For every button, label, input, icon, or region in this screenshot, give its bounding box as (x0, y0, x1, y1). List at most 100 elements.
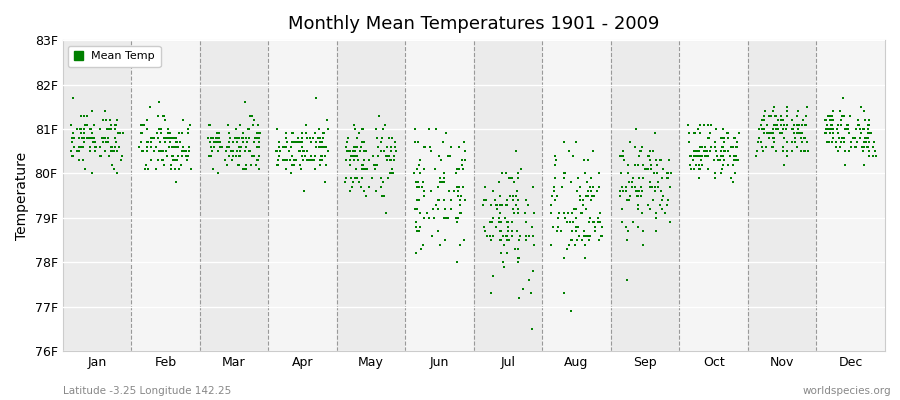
Point (230, 148, 244, 154)
Point (526, 268, 540, 274)
Point (509, 188, 524, 194)
Point (410, 166, 425, 172)
Point (775, 130, 789, 137)
Point (277, 157, 292, 163)
Point (454, 197, 468, 203)
Point (339, 148, 354, 154)
Point (785, 126, 799, 132)
Point (175, 130, 189, 137)
Point (580, 157, 595, 163)
Point (761, 135, 776, 141)
Point (589, 228, 603, 234)
Point (276, 144, 291, 150)
Point (849, 144, 863, 150)
Point (88, 144, 103, 150)
Point (758, 108, 772, 114)
Point (437, 215, 452, 221)
Point (850, 121, 865, 128)
Point (436, 215, 451, 221)
Point (715, 135, 729, 141)
Point (721, 130, 735, 137)
Point (235, 135, 249, 141)
Point (156, 148, 170, 154)
Point (655, 175, 670, 181)
Point (519, 197, 534, 203)
Point (286, 139, 301, 146)
Point (728, 157, 742, 163)
Point (499, 170, 513, 177)
Point (823, 130, 837, 137)
Point (710, 152, 724, 159)
Point (320, 144, 334, 150)
Point (757, 126, 771, 132)
Point (556, 210, 571, 216)
Point (412, 210, 427, 216)
Point (178, 148, 193, 154)
Point (423, 144, 437, 150)
Point (453, 241, 467, 248)
Point (206, 135, 220, 141)
Point (683, 152, 698, 159)
Point (766, 144, 780, 150)
Point (776, 126, 790, 132)
Point (860, 144, 875, 150)
Point (386, 152, 400, 159)
Point (223, 148, 238, 154)
Point (346, 121, 361, 128)
Point (525, 224, 539, 230)
Point (795, 139, 809, 146)
Point (551, 224, 565, 230)
Point (229, 126, 243, 132)
Point (168, 144, 183, 150)
Point (99, 117, 113, 123)
Point (348, 126, 363, 132)
Point (427, 215, 441, 221)
Point (148, 144, 163, 150)
Point (104, 117, 118, 123)
Point (642, 152, 656, 159)
Point (338, 144, 353, 150)
Point (630, 224, 644, 230)
Point (779, 152, 794, 159)
Point (779, 126, 794, 132)
Point (708, 170, 723, 177)
Point (731, 157, 745, 163)
Point (154, 130, 168, 137)
Point (631, 201, 645, 208)
Point (818, 117, 832, 123)
Point (616, 206, 630, 212)
Point (293, 139, 308, 146)
Point (716, 135, 731, 141)
Point (626, 219, 640, 226)
Point (544, 192, 559, 199)
Point (374, 148, 388, 154)
Point (66, 135, 80, 141)
Point (176, 148, 191, 154)
Point (375, 179, 390, 186)
Point (514, 166, 528, 172)
Point (205, 166, 220, 172)
Point (98, 139, 112, 146)
Point (508, 192, 523, 199)
Point (354, 144, 368, 150)
Point (169, 139, 184, 146)
Point (790, 112, 805, 119)
Point (564, 308, 579, 314)
Point (149, 130, 164, 137)
Point (311, 126, 326, 132)
Point (704, 144, 718, 150)
Point (343, 161, 357, 168)
Point (76, 144, 90, 150)
Point (476, 201, 491, 208)
Point (497, 241, 511, 248)
Point (385, 135, 400, 141)
Point (778, 161, 792, 168)
Point (863, 130, 878, 137)
Point (355, 166, 369, 172)
Point (292, 161, 307, 168)
Point (588, 224, 602, 230)
Point (592, 237, 607, 243)
Point (660, 170, 674, 177)
Point (662, 175, 676, 181)
Point (313, 157, 328, 163)
